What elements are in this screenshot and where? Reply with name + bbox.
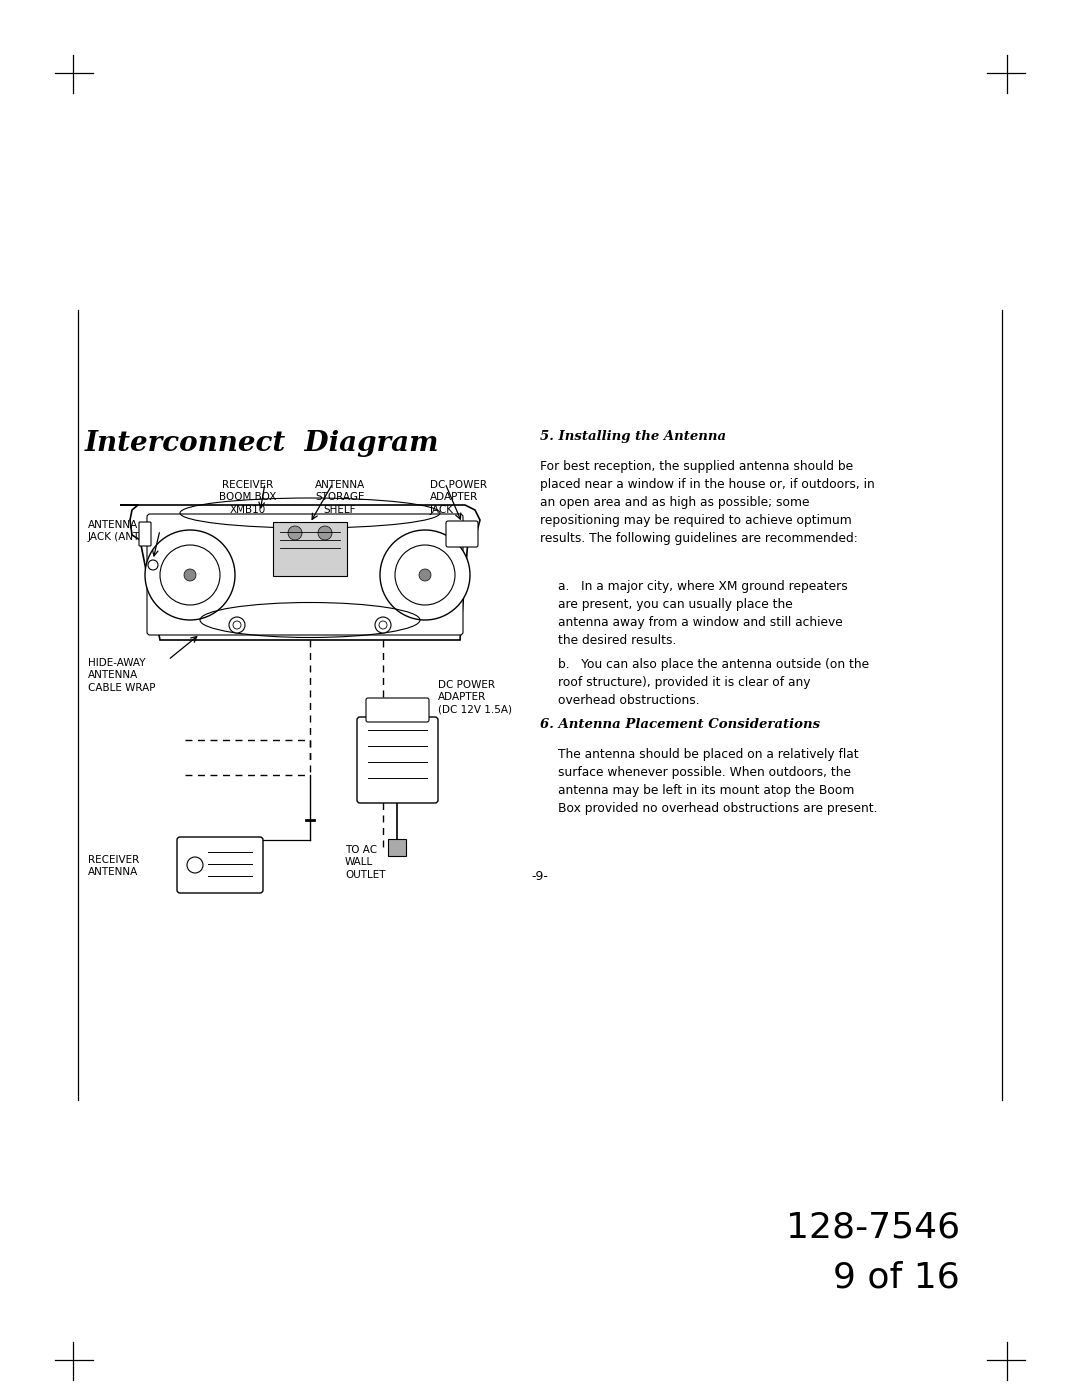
Circle shape: [288, 527, 302, 541]
Text: DC POWER
ADAPTER
JACK: DC POWER ADAPTER JACK: [430, 481, 487, 515]
FancyBboxPatch shape: [388, 840, 406, 856]
Text: The antenna should be placed on a relatively flat
surface whenever possible. Whe: The antenna should be placed on a relati…: [558, 747, 877, 814]
Text: ANTENNA
JACK (ANT): ANTENNA JACK (ANT): [87, 520, 145, 542]
Circle shape: [229, 617, 245, 633]
Text: -9-: -9-: [531, 870, 549, 883]
FancyBboxPatch shape: [366, 698, 429, 722]
Text: 5. Installing the Antenna: 5. Installing the Antenna: [540, 430, 726, 443]
Text: 9 of 16: 9 of 16: [834, 1260, 960, 1294]
Text: TO AC
WALL
OUTLET: TO AC WALL OUTLET: [345, 845, 386, 880]
FancyBboxPatch shape: [177, 837, 264, 893]
Circle shape: [395, 545, 455, 605]
Text: HIDE-AWAY
ANTENNA
CABLE WRAP: HIDE-AWAY ANTENNA CABLE WRAP: [87, 658, 156, 693]
Circle shape: [145, 529, 235, 620]
Text: Interconnect  Diagram: Interconnect Diagram: [85, 430, 440, 457]
FancyBboxPatch shape: [273, 522, 347, 576]
Circle shape: [380, 529, 470, 620]
Text: For best reception, the supplied antenna should be
placed near a window if in th: For best reception, the supplied antenna…: [540, 460, 875, 545]
Circle shape: [318, 527, 332, 541]
Text: b.   You can also place the antenna outside (on the
roof structure), provided it: b. You can also place the antenna outsid…: [558, 658, 869, 707]
Text: RECEIVER
BOOM BOX
XMB10: RECEIVER BOOM BOX XMB10: [219, 481, 276, 515]
Text: ANTENNA
STORAGE
SHELF: ANTENNA STORAGE SHELF: [315, 481, 365, 515]
Text: 6. Antenna Placement Considerations: 6. Antenna Placement Considerations: [540, 718, 820, 731]
Text: DC POWER
ADAPTER
(DC 12V 1.5A): DC POWER ADAPTER (DC 12V 1.5A): [438, 680, 512, 715]
Circle shape: [184, 569, 195, 581]
Circle shape: [419, 569, 431, 581]
Circle shape: [233, 622, 241, 629]
Text: 128-7546: 128-7546: [786, 1210, 960, 1243]
Polygon shape: [120, 504, 480, 640]
FancyBboxPatch shape: [147, 514, 463, 636]
Circle shape: [375, 617, 391, 633]
Circle shape: [187, 856, 203, 873]
Circle shape: [379, 622, 387, 629]
Circle shape: [148, 560, 158, 570]
FancyBboxPatch shape: [357, 717, 438, 803]
FancyBboxPatch shape: [139, 522, 151, 546]
Circle shape: [160, 545, 220, 605]
FancyBboxPatch shape: [446, 521, 478, 548]
Text: RECEIVER
ANTENNA: RECEIVER ANTENNA: [87, 855, 139, 877]
Text: a.   In a major city, where XM ground repeaters
are present, you can usually pla: a. In a major city, where XM ground repe…: [558, 580, 848, 647]
